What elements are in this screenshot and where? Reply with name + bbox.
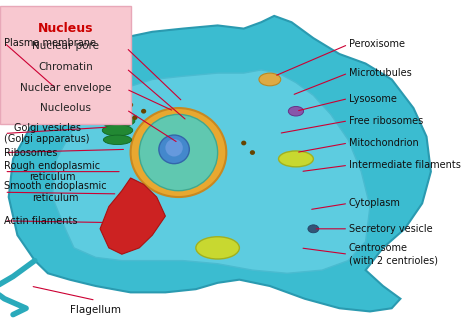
Text: Golgi vesicles
(Golgi apparatus): Golgi vesicles (Golgi apparatus) bbox=[4, 123, 90, 144]
Text: Secretory vesicle: Secretory vesicle bbox=[348, 224, 432, 234]
Polygon shape bbox=[52, 70, 370, 273]
Ellipse shape bbox=[103, 135, 132, 145]
Text: Flagellum: Flagellum bbox=[70, 305, 121, 315]
Text: Actin filaments: Actin filaments bbox=[4, 216, 78, 226]
Text: Mitochondrion: Mitochondrion bbox=[348, 138, 419, 148]
Text: Rough endoplasmic
reticulum: Rough endoplasmic reticulum bbox=[4, 161, 100, 183]
Ellipse shape bbox=[308, 225, 319, 233]
Ellipse shape bbox=[279, 151, 313, 167]
Text: Plasma membrane: Plasma membrane bbox=[4, 38, 96, 48]
Ellipse shape bbox=[100, 114, 135, 127]
Text: Peroxisome: Peroxisome bbox=[348, 39, 405, 50]
Polygon shape bbox=[100, 178, 165, 254]
Ellipse shape bbox=[128, 102, 133, 107]
Text: Cytoplasm: Cytoplasm bbox=[348, 198, 401, 208]
Ellipse shape bbox=[159, 135, 189, 164]
Ellipse shape bbox=[132, 115, 137, 120]
Ellipse shape bbox=[130, 108, 226, 197]
Text: Chromatin: Chromatin bbox=[38, 62, 92, 72]
Text: Centrosome
(with 2 centrioles): Centrosome (with 2 centrioles) bbox=[348, 244, 438, 265]
Text: Intermediate filaments: Intermediate filaments bbox=[348, 160, 461, 170]
Ellipse shape bbox=[165, 139, 183, 156]
Text: Microtubules: Microtubules bbox=[348, 68, 411, 78]
Text: Nucleolus: Nucleolus bbox=[40, 103, 91, 113]
Ellipse shape bbox=[259, 73, 281, 86]
Ellipse shape bbox=[241, 141, 246, 145]
Ellipse shape bbox=[250, 150, 255, 155]
Text: Nuclear pore: Nuclear pore bbox=[32, 41, 99, 51]
Text: Lysosome: Lysosome bbox=[348, 93, 396, 104]
Text: Nucleus: Nucleus bbox=[37, 22, 93, 35]
Text: Ribosomes: Ribosomes bbox=[4, 148, 58, 157]
Polygon shape bbox=[9, 16, 431, 311]
FancyBboxPatch shape bbox=[0, 6, 130, 124]
Text: Free ribosomes: Free ribosomes bbox=[348, 116, 423, 126]
Ellipse shape bbox=[196, 237, 239, 259]
Ellipse shape bbox=[102, 125, 133, 136]
Ellipse shape bbox=[141, 109, 146, 114]
Ellipse shape bbox=[139, 114, 218, 191]
Text: Smooth endoplasmic
reticulum: Smooth endoplasmic reticulum bbox=[4, 182, 107, 203]
Ellipse shape bbox=[288, 107, 303, 116]
Text: Nuclear envelope: Nuclear envelope bbox=[19, 83, 111, 93]
